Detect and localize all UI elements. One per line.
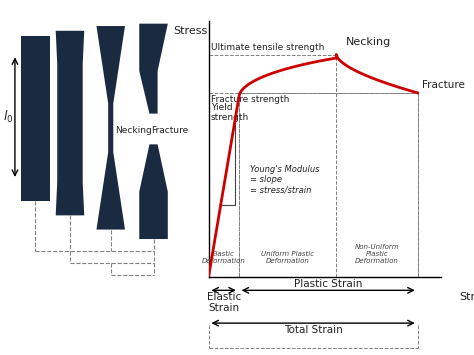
Text: Young's Modulus
= slope
= stress/strain: Young's Modulus = slope = stress/strain [250, 165, 320, 195]
Text: Total Strain: Total Strain [284, 324, 342, 335]
Text: Ultimate tensile strength: Ultimate tensile strength [211, 43, 324, 52]
Text: Fracture strength: Fracture strength [211, 95, 289, 104]
Text: $l_0$: $l_0$ [3, 109, 14, 125]
Text: Strain: Strain [459, 292, 474, 302]
Polygon shape [139, 24, 168, 114]
Polygon shape [56, 31, 84, 215]
Text: Necking: Necking [115, 126, 152, 135]
Polygon shape [139, 144, 168, 239]
Text: Elastic
Deformation: Elastic Deformation [202, 251, 246, 264]
Polygon shape [97, 26, 125, 230]
Text: Yield
strength: Yield strength [211, 103, 249, 122]
Text: Fracture: Fracture [152, 126, 189, 135]
Text: Fracture: Fracture [422, 80, 465, 90]
Text: Uniform Plastic
Deformation: Uniform Plastic Deformation [261, 251, 314, 264]
Polygon shape [21, 36, 50, 201]
Text: Stress: Stress [173, 26, 207, 37]
Text: Elastic
Strain: Elastic Strain [207, 292, 241, 313]
Text: Plastic Strain: Plastic Strain [294, 279, 362, 289]
Text: Non-Uniform
Plastic
Deformation: Non-Uniform Plastic Deformation [355, 244, 399, 264]
Text: Necking: Necking [346, 37, 391, 47]
